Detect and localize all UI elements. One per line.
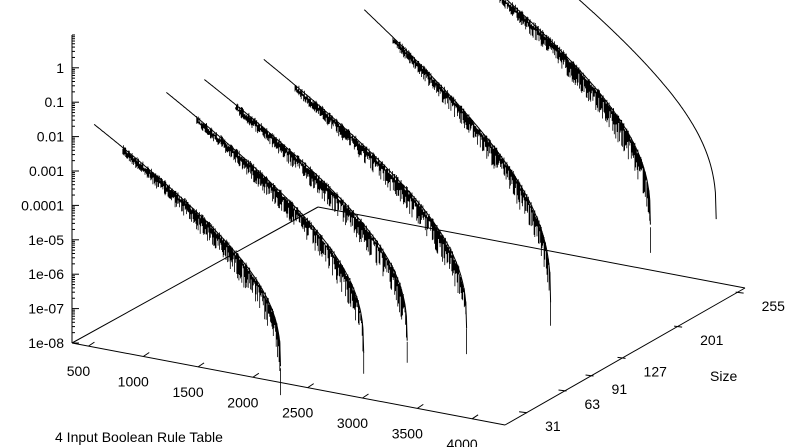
x-tick-mark bbox=[362, 393, 369, 399]
z-tick-label: 1e-07 bbox=[28, 301, 64, 317]
z-axis-ticks: 1 0.1 0.01 0.001 0.0001 1e-05 1e-06 1e-07 1e-08 bbox=[21, 34, 79, 351]
series-line bbox=[166, 92, 365, 353]
series-noise bbox=[499, 0, 651, 253]
y-tick-label: 91 bbox=[612, 381, 628, 397]
series-noise bbox=[294, 85, 467, 355]
y-axis-label: Size bbox=[710, 368, 737, 384]
y-tick-label: 63 bbox=[585, 396, 601, 412]
z-tick-label: 0.01 bbox=[37, 129, 64, 145]
series-line bbox=[93, 123, 281, 367]
series-noise bbox=[122, 145, 281, 396]
x-tick-label: 1000 bbox=[118, 373, 149, 389]
y-tick-mark bbox=[617, 356, 626, 359]
z-tick-label: 0.001 bbox=[29, 163, 64, 179]
x-tick-label: 2500 bbox=[282, 405, 313, 421]
z-tick-label: 1e-05 bbox=[28, 232, 64, 248]
x-tick-label: 1500 bbox=[172, 384, 203, 400]
right-y-axis bbox=[504, 287, 746, 426]
x-tick-mark bbox=[197, 362, 205, 368]
x-tick-label: 500 bbox=[67, 363, 91, 379]
x-tick-mark bbox=[307, 383, 314, 389]
x-tick-mark bbox=[417, 403, 424, 409]
series-line bbox=[263, 59, 468, 329]
y-tick-mark bbox=[735, 291, 744, 294]
x-tick-mark bbox=[142, 352, 150, 357]
series-line bbox=[506, 0, 651, 225]
y-tick-mark bbox=[558, 389, 567, 392]
y-tick-mark bbox=[585, 374, 594, 377]
series-noise bbox=[392, 36, 551, 326]
back-x-axis bbox=[317, 206, 746, 289]
x-tick-mark bbox=[471, 414, 479, 420]
x-tick-label: 3000 bbox=[337, 415, 368, 431]
x-tick-label: 2000 bbox=[227, 394, 258, 410]
y-tick-label: 255 bbox=[762, 298, 786, 314]
series-line bbox=[363, 9, 552, 303]
y-tick-label: 31 bbox=[545, 418, 561, 434]
x-tick-label: 4000 bbox=[447, 436, 478, 447]
front-x-axis bbox=[71, 342, 506, 426]
x-axis-ticks: 500 1000 1500 2000 2500 3000 3500 4000 bbox=[67, 341, 479, 447]
z-tick-label: 0.0001 bbox=[21, 197, 64, 213]
left-y-axis bbox=[71, 206, 319, 344]
series-noise bbox=[235, 103, 408, 363]
series-line bbox=[578, 0, 717, 220]
series-line bbox=[204, 79, 408, 341]
z-tick-label: 1e-08 bbox=[28, 335, 64, 351]
y-tick-mark bbox=[519, 411, 528, 414]
x-tick-mark bbox=[88, 341, 95, 347]
x-tick-mark bbox=[252, 372, 260, 378]
y-tick-label: 127 bbox=[644, 363, 668, 379]
series-lines bbox=[93, 0, 717, 396]
y-tick-label: 201 bbox=[700, 332, 724, 348]
y-tick-mark bbox=[674, 325, 683, 328]
z-tick-label: 1 bbox=[56, 60, 64, 76]
x-tick-label: 3500 bbox=[392, 425, 423, 441]
x-axis-label: 4 Input Boolean Rule Table bbox=[55, 429, 223, 445]
z-tick-label: 1e-06 bbox=[28, 266, 64, 282]
y-axis-ticks: 31 63 91 127 201 255 bbox=[519, 291, 786, 434]
z-tick-label: 0.1 bbox=[45, 94, 65, 110]
series-noise bbox=[196, 116, 365, 374]
